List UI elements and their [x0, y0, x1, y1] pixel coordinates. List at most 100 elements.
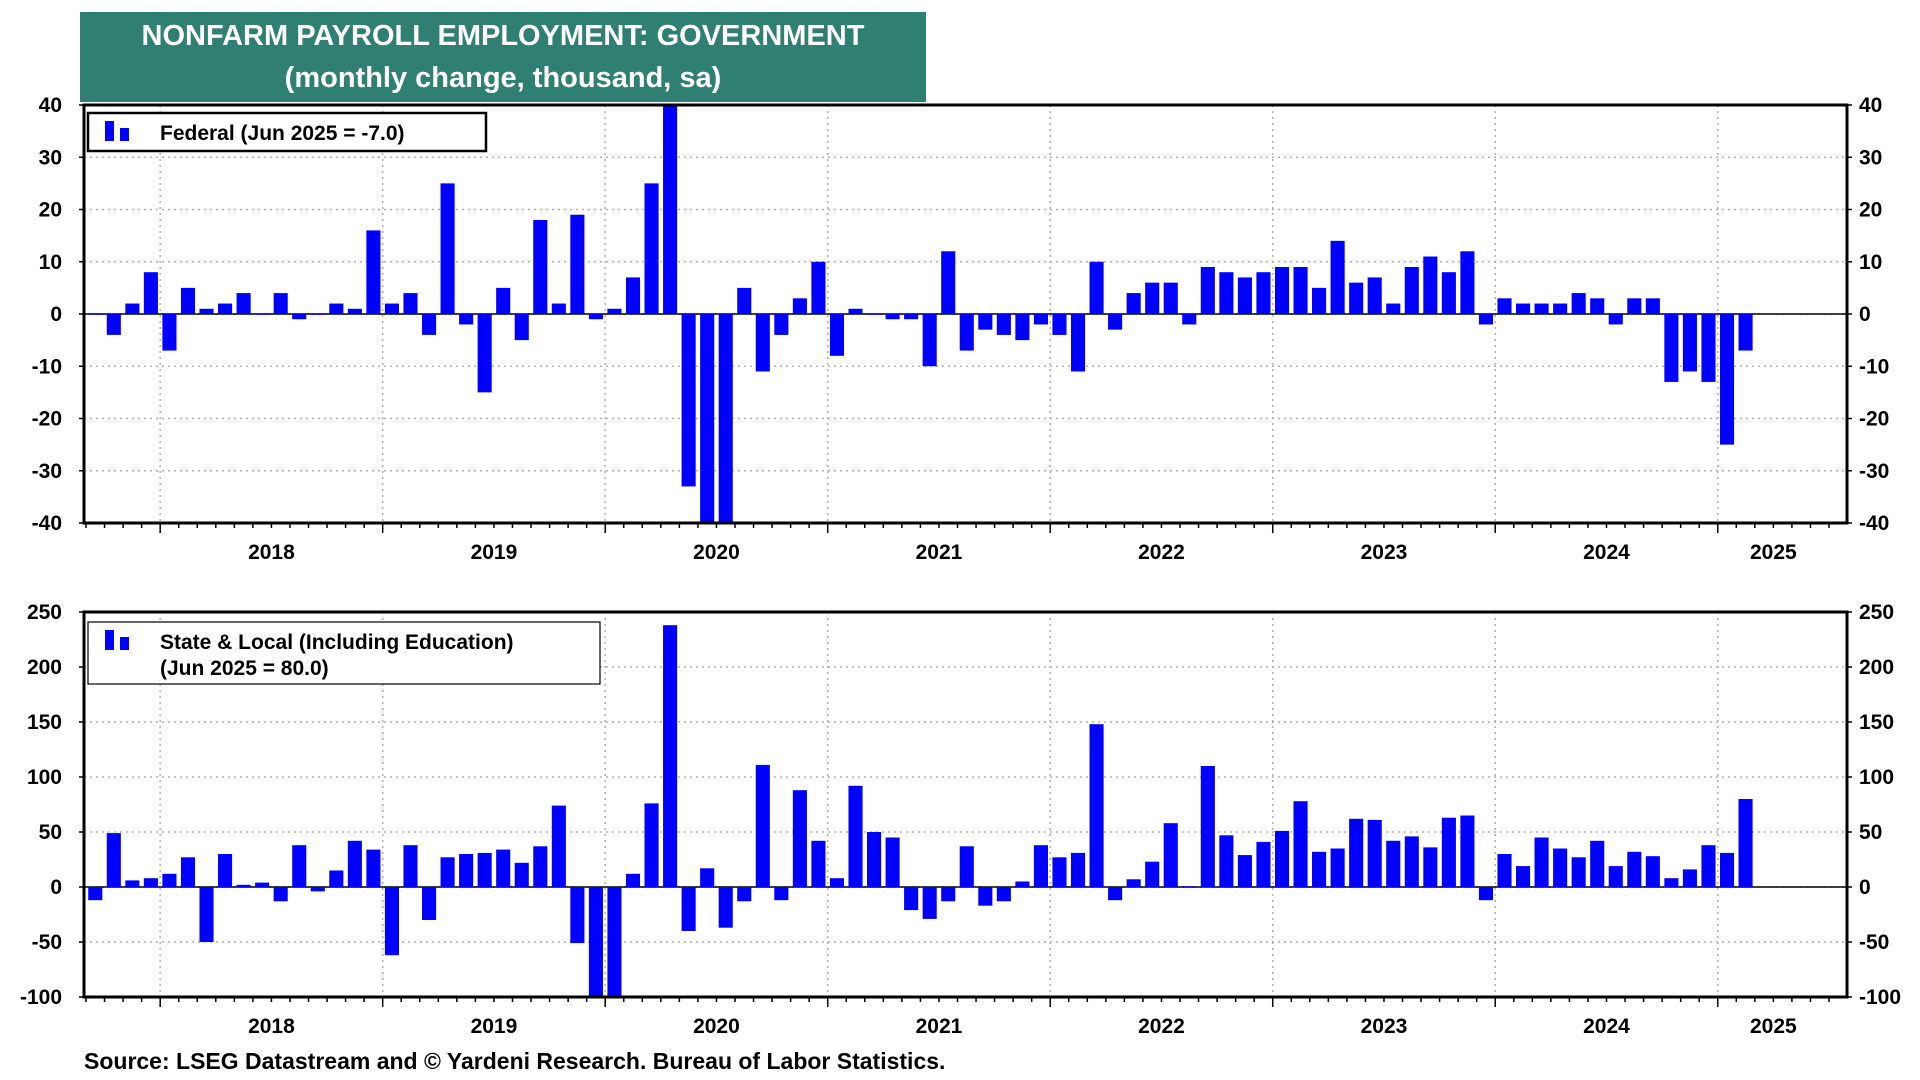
bar: [292, 845, 307, 887]
bar: [514, 314, 529, 341]
bar: [143, 272, 158, 314]
bar: [1497, 298, 1512, 314]
bar: [607, 308, 622, 314]
x-tick-label: 2023: [1361, 541, 1408, 564]
x-tick-label: 2022: [1138, 541, 1185, 564]
bar: [681, 887, 696, 931]
bar: [663, 625, 678, 887]
bar: [180, 287, 196, 314]
bar: [922, 887, 937, 919]
bar: [384, 303, 399, 314]
bar: [718, 314, 733, 523]
y-tick-label-right: -20: [1859, 408, 1889, 431]
bar: [1478, 887, 1494, 901]
bar: [644, 803, 659, 887]
y-tick-label-right: 100: [1859, 766, 1894, 789]
bar: [1182, 886, 1197, 888]
bar: [904, 887, 919, 911]
bar: [551, 303, 566, 314]
bar: [1145, 282, 1160, 314]
bar: [310, 887, 325, 892]
legend-swatch: [120, 637, 129, 650]
y-tick-label-left: 50: [39, 821, 62, 844]
y-tick-label-left: 250: [27, 601, 62, 624]
bar: [867, 832, 882, 887]
bar: [255, 313, 270, 315]
x-tick-label: 2021: [916, 1015, 963, 1038]
bar: [1237, 855, 1252, 887]
bars: [88, 625, 1753, 997]
bar: [941, 887, 956, 902]
bar: [162, 314, 177, 351]
bar: [1738, 799, 1753, 887]
y-tick-label-right: 50: [1859, 821, 1882, 844]
bar: [1367, 819, 1382, 887]
bar: [106, 314, 121, 335]
bar: [570, 214, 585, 314]
bar: [236, 884, 251, 887]
bar: [1386, 303, 1401, 314]
bar: [273, 887, 288, 902]
bar: [347, 840, 362, 887]
chart-title-box: NONFARM PAYROLL EMPLOYMENT: GOVERNMENT (…: [80, 12, 926, 102]
bar: [366, 230, 381, 314]
chart-title: NONFARM PAYROLL EMPLOYMENT: GOVERNMENT: [141, 20, 865, 52]
bar: [1312, 287, 1327, 314]
bar: [1330, 240, 1345, 314]
bar: [1108, 887, 1123, 901]
bar: [273, 293, 288, 314]
x-tick-label: 2025: [1750, 1015, 1797, 1038]
bar: [885, 837, 900, 887]
bar: [459, 854, 474, 887]
bar: [792, 298, 807, 314]
state-local-panel: 2018 2019 2020 2021 2022 2023 2024 2025 250 250 20…: [20, 601, 1901, 1038]
bar: [143, 878, 158, 887]
bar: [1701, 314, 1716, 382]
bar: [1015, 314, 1030, 341]
bar: [1108, 314, 1123, 330]
y-tick-label-right: 150: [1859, 711, 1894, 734]
bar: [588, 314, 603, 320]
bar: [1052, 314, 1067, 335]
bar: [1664, 314, 1679, 382]
y-tick-label-left: 0: [50, 876, 62, 899]
bar: [1516, 866, 1531, 887]
bar: [1590, 298, 1605, 314]
y-tick-label-right: 40: [1859, 94, 1882, 117]
bar: [1627, 298, 1642, 314]
bar: [755, 764, 770, 887]
bar: [1553, 848, 1568, 887]
bar: [1423, 847, 1438, 887]
bar: [1534, 303, 1549, 314]
bar: [366, 849, 381, 887]
bar: [1089, 261, 1104, 314]
x-tick-label: 2018: [248, 541, 295, 564]
bar: [1033, 314, 1048, 325]
x-tick-label: 2023: [1361, 1015, 1408, 1038]
bar: [1441, 817, 1456, 887]
bar: [1386, 840, 1401, 887]
bar: [199, 308, 214, 314]
bar: [1516, 303, 1531, 314]
bar: [1460, 251, 1475, 314]
bar: [1441, 272, 1456, 314]
bar: [663, 105, 678, 314]
bar: [792, 790, 807, 887]
y-tick-label-left: 150: [27, 711, 62, 734]
bar: [1682, 869, 1697, 887]
y-tick-label-left: -50: [32, 931, 62, 954]
bar: [1682, 314, 1697, 372]
bar: [811, 261, 826, 314]
bar: [496, 287, 511, 314]
bar: [1664, 878, 1679, 887]
bar: [384, 887, 399, 956]
bar: [1293, 266, 1308, 314]
y-tick-label-right: 30: [1859, 146, 1882, 169]
x-tick-label: 2020: [693, 541, 740, 564]
bar: [1145, 861, 1160, 887]
bar: [1590, 840, 1605, 887]
bar: [922, 314, 937, 367]
bar: [403, 293, 418, 314]
